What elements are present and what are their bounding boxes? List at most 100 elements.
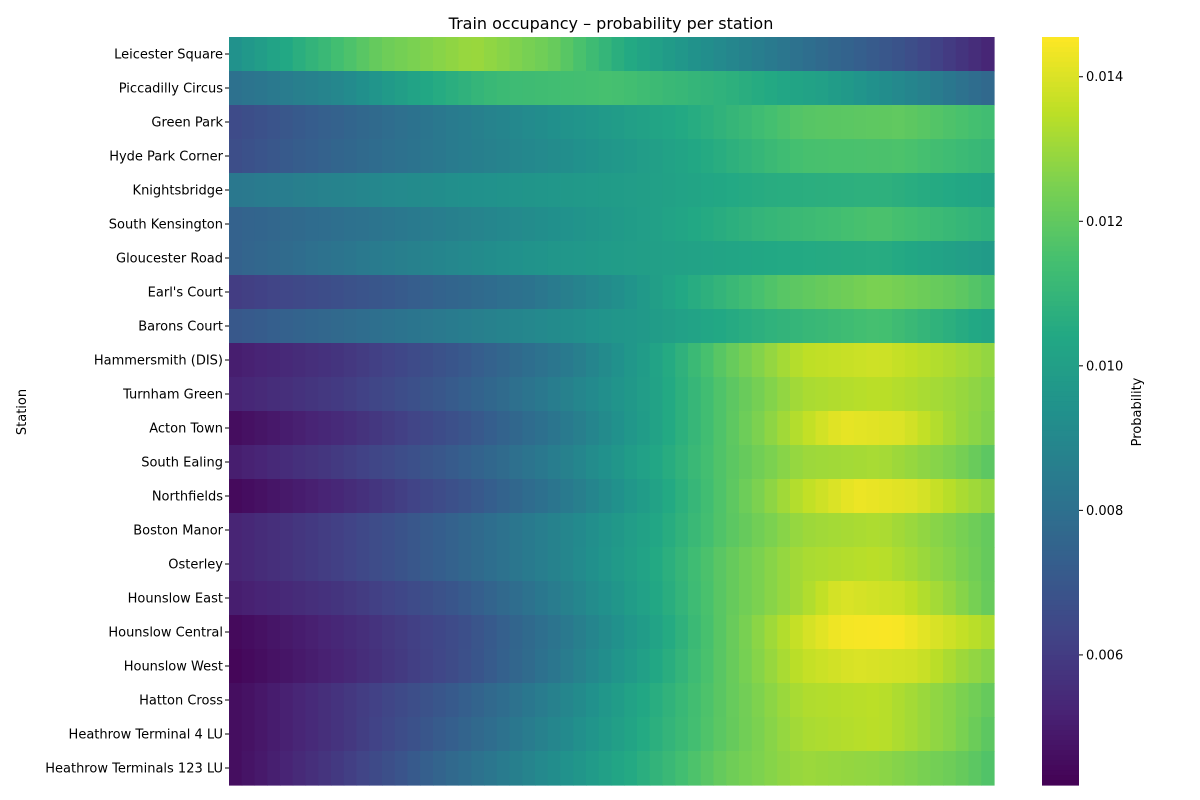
- heatmap-cell: [598, 479, 613, 514]
- heatmap-cell: [917, 105, 931, 140]
- heatmap-cell: [790, 581, 804, 616]
- heatmap-cell: [356, 479, 370, 514]
- heatmap-cell: [700, 649, 715, 684]
- heatmap-cell: [739, 207, 753, 242]
- heatmap-cell: [267, 649, 281, 684]
- colorbar-segment: [1042, 191, 1079, 198]
- colorbar-segment: [1042, 37, 1079, 43]
- heatmap-cell: [955, 105, 970, 140]
- colorbar-segment: [1042, 540, 1079, 547]
- heatmap-cell: [522, 581, 536, 616]
- heatmap-cell: [637, 751, 651, 786]
- heatmap-cell: [331, 683, 345, 718]
- colorbar-segment: [1042, 735, 1079, 741]
- heatmap-cell: [471, 207, 485, 242]
- heatmap-cell: [598, 173, 613, 208]
- heatmap-cell: [739, 71, 753, 106]
- heatmap-cell: [318, 581, 332, 616]
- heatmap-cell: [292, 445, 307, 480]
- heatmap-cell: [764, 615, 778, 650]
- heatmap-cell: [930, 411, 944, 446]
- heatmap-cell: [241, 173, 256, 208]
- heatmap-cell: [254, 717, 268, 752]
- heatmap-cell: [318, 445, 332, 480]
- heatmap-cell: [547, 683, 562, 718]
- heatmap-cell: [739, 445, 753, 480]
- heatmap-cell: [229, 173, 243, 208]
- heatmap-cell: [853, 241, 868, 276]
- heatmap-cell: [343, 377, 358, 412]
- heatmap-cell: [280, 479, 294, 514]
- heatmap-cell: [254, 37, 268, 72]
- heatmap-cell: [751, 71, 766, 106]
- heatmap-cell: [751, 309, 766, 344]
- heatmap-cell: [853, 513, 868, 548]
- heatmap-cell: [420, 105, 434, 140]
- heatmap-cell: [700, 343, 715, 378]
- heatmap-cell: [751, 173, 766, 208]
- heatmap-cell: [892, 309, 906, 344]
- colorbar-segment: [1042, 555, 1079, 562]
- heatmap-cell: [407, 717, 421, 752]
- heatmap-cell: [790, 105, 804, 140]
- heatmap-cell: [955, 751, 970, 786]
- heatmap-cell: [420, 479, 434, 514]
- heatmap-cell: [305, 173, 319, 208]
- heatmap-cell: [598, 547, 613, 582]
- colorbar-segment: [1042, 236, 1079, 243]
- heatmap-cell: [343, 173, 358, 208]
- heatmap-cell: [981, 479, 995, 514]
- heatmap-cell: [598, 139, 613, 174]
- heatmap-cell: [955, 479, 970, 514]
- heatmap-cell: [764, 309, 778, 344]
- heatmap-cell: [318, 717, 332, 752]
- heatmap-cell: [458, 343, 472, 378]
- heatmap-cell: [496, 513, 511, 548]
- heatmap-cell: [458, 479, 472, 514]
- heatmap-cell: [688, 377, 702, 412]
- heatmap-cell: [598, 309, 613, 344]
- heatmap-cell: [241, 513, 256, 548]
- heatmap-cell: [343, 37, 358, 72]
- heatmap-cell: [382, 37, 396, 72]
- heatmap-cell: [917, 275, 931, 310]
- heatmap-cell: [611, 615, 625, 650]
- heatmap-cell: [955, 173, 970, 208]
- heatmap-cell: [433, 37, 447, 72]
- colorbar-segment: [1042, 725, 1079, 731]
- heatmap-cell: [649, 513, 664, 548]
- heatmap-cell: [879, 445, 893, 480]
- heatmap-cell: [637, 581, 651, 616]
- heatmap-cell: [777, 445, 791, 480]
- heatmap-cell: [586, 71, 600, 106]
- heatmap-cell: [535, 581, 549, 616]
- heatmap-cell: [955, 445, 970, 480]
- heatmap-cell: [917, 207, 931, 242]
- heatmap-cell: [637, 513, 651, 548]
- heatmap-cell: [241, 683, 256, 718]
- heatmap-cell: [292, 309, 307, 344]
- heatmap-cell: [420, 717, 434, 752]
- heatmap-cell: [445, 683, 460, 718]
- heatmap-cell: [356, 445, 370, 480]
- heatmap-cell: [241, 751, 256, 786]
- heatmap-cell: [662, 751, 676, 786]
- colorbar-segment: [1042, 336, 1079, 342]
- station-tick-label: Green Park: [151, 116, 223, 131]
- heatmap-cell: [892, 275, 906, 310]
- heatmap-cell: [560, 139, 574, 174]
- heatmap-cell: [917, 513, 931, 548]
- heatmap-cell: [611, 37, 625, 72]
- heatmap-cell: [713, 139, 727, 174]
- heatmap-cell: [700, 37, 715, 72]
- heatmap-cell: [420, 411, 434, 446]
- heatmap-cell: [586, 37, 600, 72]
- heatmap-cell: [662, 241, 676, 276]
- heatmap-cell: [586, 717, 600, 752]
- heatmap-cell: [739, 547, 753, 582]
- heatmap-cell: [815, 241, 829, 276]
- heatmap-cell: [853, 207, 868, 242]
- colorbar-segment: [1042, 570, 1079, 577]
- heatmap-cell: [280, 105, 294, 140]
- heatmap-cell: [700, 717, 715, 752]
